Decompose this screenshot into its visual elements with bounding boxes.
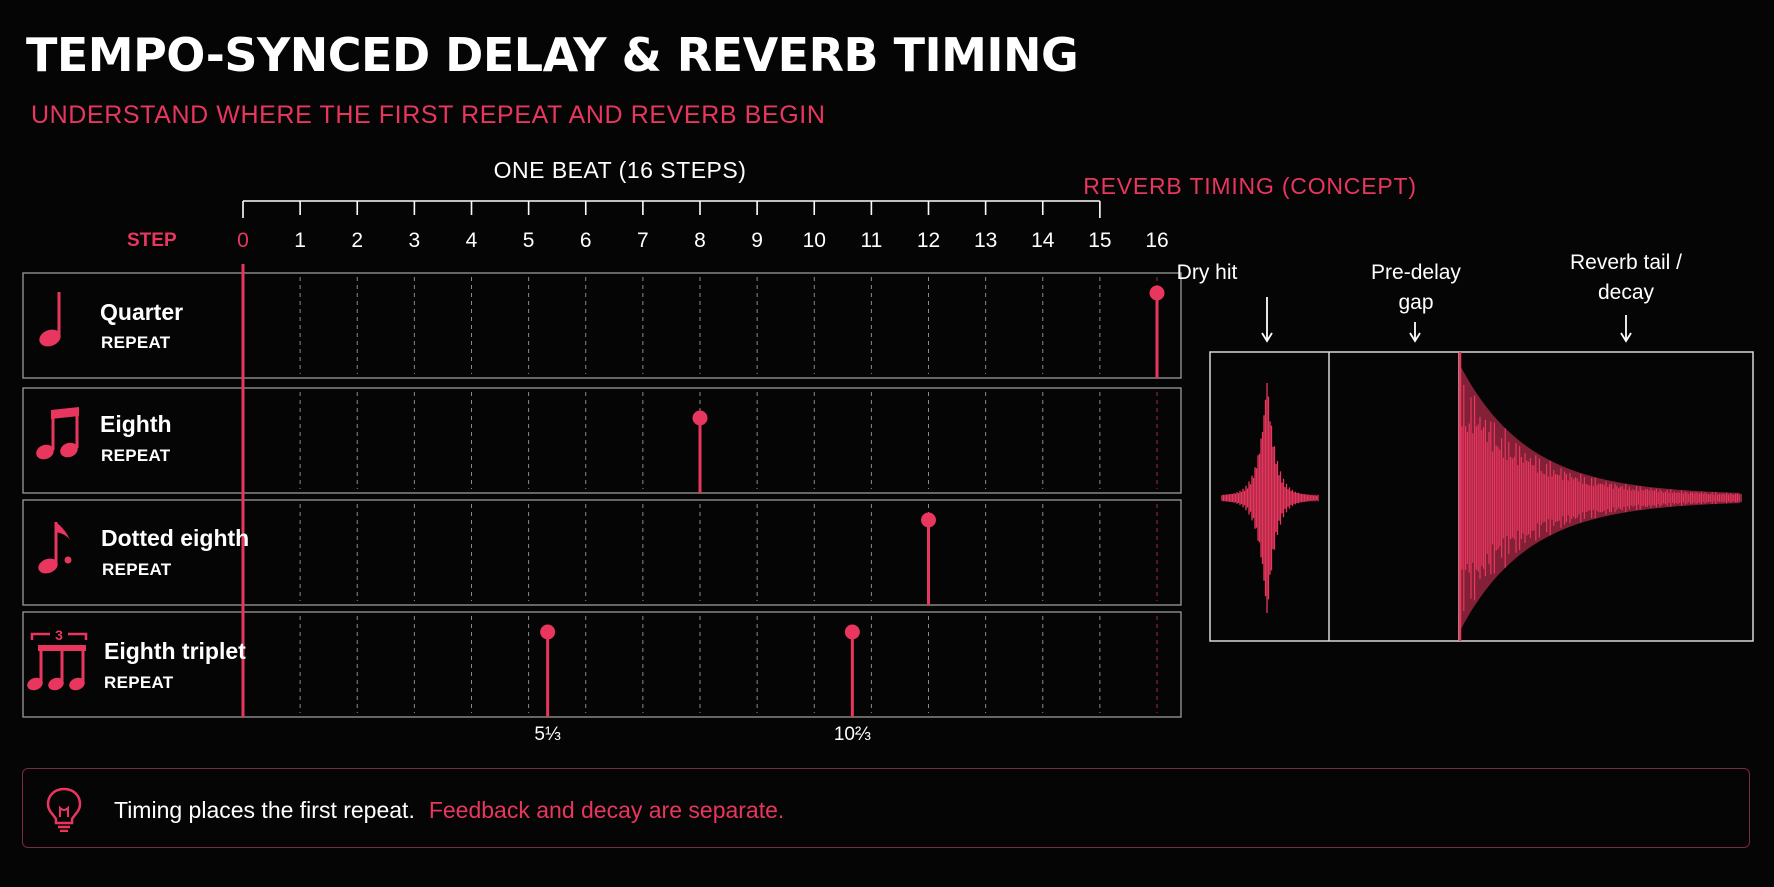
dry-hit-waveform xyxy=(1221,383,1319,613)
repeat-marker-dot xyxy=(1149,285,1165,301)
row-box xyxy=(22,272,1182,379)
step-tick-label: 1 xyxy=(294,229,306,252)
note-text: Timing places the first repeat. Feedback … xyxy=(114,797,784,824)
row-name-dotted-eighth: Dotted eighth xyxy=(101,525,250,551)
step-tick-label: 9 xyxy=(751,229,763,252)
step-tick-label: 16 xyxy=(1145,229,1169,252)
row-name-eighth: Eighth xyxy=(100,411,172,437)
dry-hit-label: Dry hit xyxy=(1176,261,1238,284)
fraction-label: 5⅓ xyxy=(534,724,561,745)
row-sub-eighth: REPEAT xyxy=(101,446,171,465)
lightbulb-icon xyxy=(46,787,82,832)
eighth-notes-icon xyxy=(36,407,79,460)
step-tick-label: 8 xyxy=(694,229,706,252)
row-box xyxy=(22,387,1182,494)
repeat-marker-dot xyxy=(540,624,556,640)
row-box xyxy=(22,611,1182,718)
step-tick-label: 12 xyxy=(916,229,941,252)
step-tick-label: 10 xyxy=(802,229,826,252)
reverb-frame xyxy=(1209,351,1754,642)
row-sub-dotted-eighth: REPEAT xyxy=(102,560,172,579)
step-tick-label: 5 xyxy=(522,229,535,252)
reverb-title: REVERB TIMING (CONCEPT) xyxy=(1083,173,1417,199)
page-subtitle: UNDERSTAND WHERE THE FIRST REPEAT AND RE… xyxy=(31,101,826,129)
repeat-marker-dot xyxy=(844,624,860,640)
triplet-mark: 3 xyxy=(55,628,63,643)
repeat-marker-dot xyxy=(692,410,708,426)
note-box xyxy=(22,768,1750,848)
row-box xyxy=(22,499,1182,606)
row-sub-eighth-triplet: REPEAT xyxy=(104,673,174,692)
quarter-note-icon xyxy=(39,292,61,347)
timeline-header: ONE BEAT (16 STEPS) xyxy=(493,157,747,183)
step-tick-label: 15 xyxy=(1088,229,1112,252)
dotted-eighth-note-icon xyxy=(38,522,72,574)
row-sub-quarter: REPEAT xyxy=(101,333,171,352)
step-tick-label: 11 xyxy=(860,229,883,252)
row-name-eighth-triplet: Eighth triplet xyxy=(104,638,246,664)
eighth-triplet-icon: 3 xyxy=(27,628,88,691)
step-tick-label: 4 xyxy=(465,229,478,252)
step-tick-label: 6 xyxy=(579,229,592,252)
step-axis-label: STEP xyxy=(127,230,177,251)
row-name-quarter: Quarter xyxy=(100,299,184,325)
pre-delay-label: Pre-delay gap xyxy=(1371,261,1461,314)
step-tick-label: 7 xyxy=(637,229,649,252)
step-tick-label: 3 xyxy=(408,229,421,252)
note-text-main: Timing places the first repeat. xyxy=(114,797,415,823)
step-tick-label: 13 xyxy=(973,229,998,252)
repeat-marker-dot xyxy=(921,512,936,528)
reverb-tail-waveform xyxy=(1461,384,1742,612)
note-text-accent: Feedback and decay are separate. xyxy=(428,797,785,823)
step-tick-label: 14 xyxy=(1031,229,1055,252)
fraction-label: 10⅔ xyxy=(833,724,871,745)
page-title: TEMPO-SYNCED DELAY & REVERB TIMING xyxy=(26,28,1079,82)
step-tick-label: 2 xyxy=(351,229,364,252)
step-tick-label: 0 xyxy=(237,229,249,252)
reverb-tail-label: Reverb tail / decay xyxy=(1569,251,1683,304)
